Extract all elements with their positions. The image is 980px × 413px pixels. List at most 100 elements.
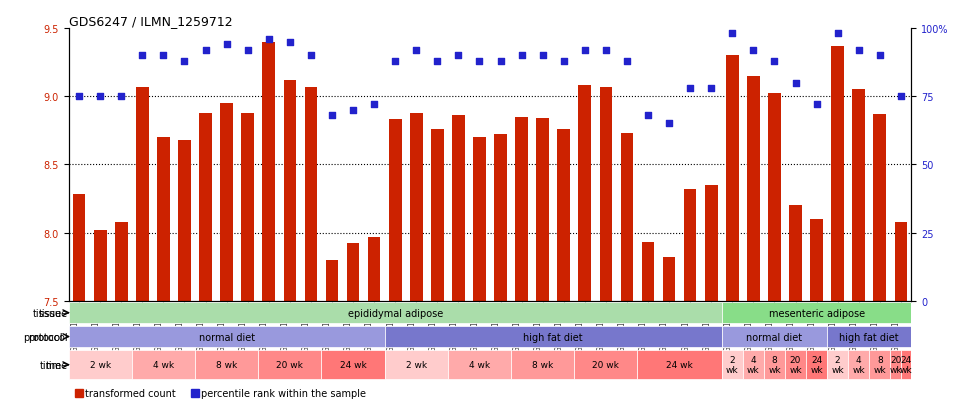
Point <box>830 31 846 38</box>
FancyBboxPatch shape <box>574 350 638 379</box>
Point <box>682 85 698 92</box>
Point <box>872 53 888 59</box>
Bar <box>620 134 633 301</box>
Point <box>556 58 571 65</box>
FancyBboxPatch shape <box>764 350 785 379</box>
Bar <box>684 190 697 301</box>
Bar <box>600 88 612 301</box>
Text: 2 wk: 2 wk <box>89 360 111 369</box>
FancyBboxPatch shape <box>69 302 722 324</box>
Bar <box>325 260 338 301</box>
FancyBboxPatch shape <box>321 350 385 379</box>
Point <box>662 121 677 128</box>
Text: time: time <box>45 360 68 370</box>
FancyBboxPatch shape <box>385 350 448 379</box>
FancyBboxPatch shape <box>827 326 911 347</box>
Bar <box>220 104 233 301</box>
Point <box>240 47 256 54</box>
Text: 8
wk: 8 wk <box>873 355 886 375</box>
Text: 8 wk: 8 wk <box>216 360 237 369</box>
Text: 2
wk: 2 wk <box>726 355 739 375</box>
Bar <box>452 116 465 301</box>
Point <box>746 47 761 54</box>
Bar <box>662 257 675 301</box>
Point <box>367 102 382 108</box>
Bar <box>895 222 907 301</box>
Bar <box>578 86 591 301</box>
FancyBboxPatch shape <box>131 350 195 379</box>
Bar <box>347 244 360 301</box>
Point <box>219 42 234 49</box>
Bar <box>768 94 781 301</box>
Text: tissue: tissue <box>38 308 68 318</box>
Bar <box>515 117 528 301</box>
Bar <box>831 47 844 301</box>
Text: 4
wk: 4 wk <box>853 355 865 375</box>
Point <box>387 58 403 65</box>
Bar <box>94 230 107 301</box>
Bar <box>873 115 886 301</box>
Point <box>766 58 782 65</box>
Bar <box>389 120 402 301</box>
Point <box>851 47 866 54</box>
Text: 24
wk: 24 wk <box>900 355 912 375</box>
Text: 4 wk: 4 wk <box>468 360 490 369</box>
Text: 20
wk: 20 wk <box>789 355 802 375</box>
Bar <box>305 88 318 301</box>
Bar <box>136 88 149 301</box>
Text: transformed count: transformed count <box>85 388 176 398</box>
Bar <box>705 185 717 301</box>
FancyBboxPatch shape <box>891 350 901 379</box>
Bar <box>115 222 127 301</box>
FancyBboxPatch shape <box>827 350 849 379</box>
Point <box>640 113 656 119</box>
Bar <box>263 43 275 301</box>
Point <box>156 53 171 59</box>
Text: 24
wk: 24 wk <box>810 355 823 375</box>
Point <box>324 113 340 119</box>
Text: tissue: tissue <box>33 308 63 318</box>
Point <box>198 47 214 54</box>
Bar <box>536 119 549 301</box>
Text: mesenteric adipose: mesenteric adipose <box>768 308 864 318</box>
Point <box>535 53 551 59</box>
FancyBboxPatch shape <box>869 350 891 379</box>
Bar <box>73 195 85 301</box>
Text: 24 wk: 24 wk <box>340 360 367 369</box>
FancyBboxPatch shape <box>195 350 259 379</box>
Bar <box>726 56 739 301</box>
FancyBboxPatch shape <box>722 302 911 324</box>
Point <box>409 47 424 54</box>
Text: protocol: protocol <box>27 332 68 342</box>
FancyBboxPatch shape <box>638 350 722 379</box>
Point <box>514 53 529 59</box>
FancyBboxPatch shape <box>385 326 722 347</box>
Bar <box>494 135 507 301</box>
Point <box>619 58 635 65</box>
Text: 8 wk: 8 wk <box>532 360 554 369</box>
FancyBboxPatch shape <box>722 350 743 379</box>
Point <box>134 53 150 59</box>
Text: 4
wk: 4 wk <box>747 355 760 375</box>
FancyBboxPatch shape <box>69 326 385 347</box>
Text: 20 wk: 20 wk <box>593 360 619 369</box>
FancyBboxPatch shape <box>512 350 574 379</box>
Point <box>788 80 804 87</box>
Bar <box>642 242 655 301</box>
Text: 20
wk: 20 wk <box>889 355 902 375</box>
Bar <box>558 130 570 301</box>
Point <box>493 58 509 65</box>
Point <box>282 39 298 46</box>
Text: 4 wk: 4 wk <box>153 360 174 369</box>
Point <box>704 85 719 92</box>
Point <box>72 94 87 100</box>
Point <box>577 47 593 54</box>
FancyBboxPatch shape <box>785 350 807 379</box>
Point <box>598 47 613 54</box>
Point <box>303 53 318 59</box>
Point <box>451 53 466 59</box>
Text: high fat diet: high fat diet <box>523 332 583 342</box>
Point <box>92 94 108 100</box>
Text: normal diet: normal diet <box>199 332 255 342</box>
Point <box>261 36 276 43</box>
